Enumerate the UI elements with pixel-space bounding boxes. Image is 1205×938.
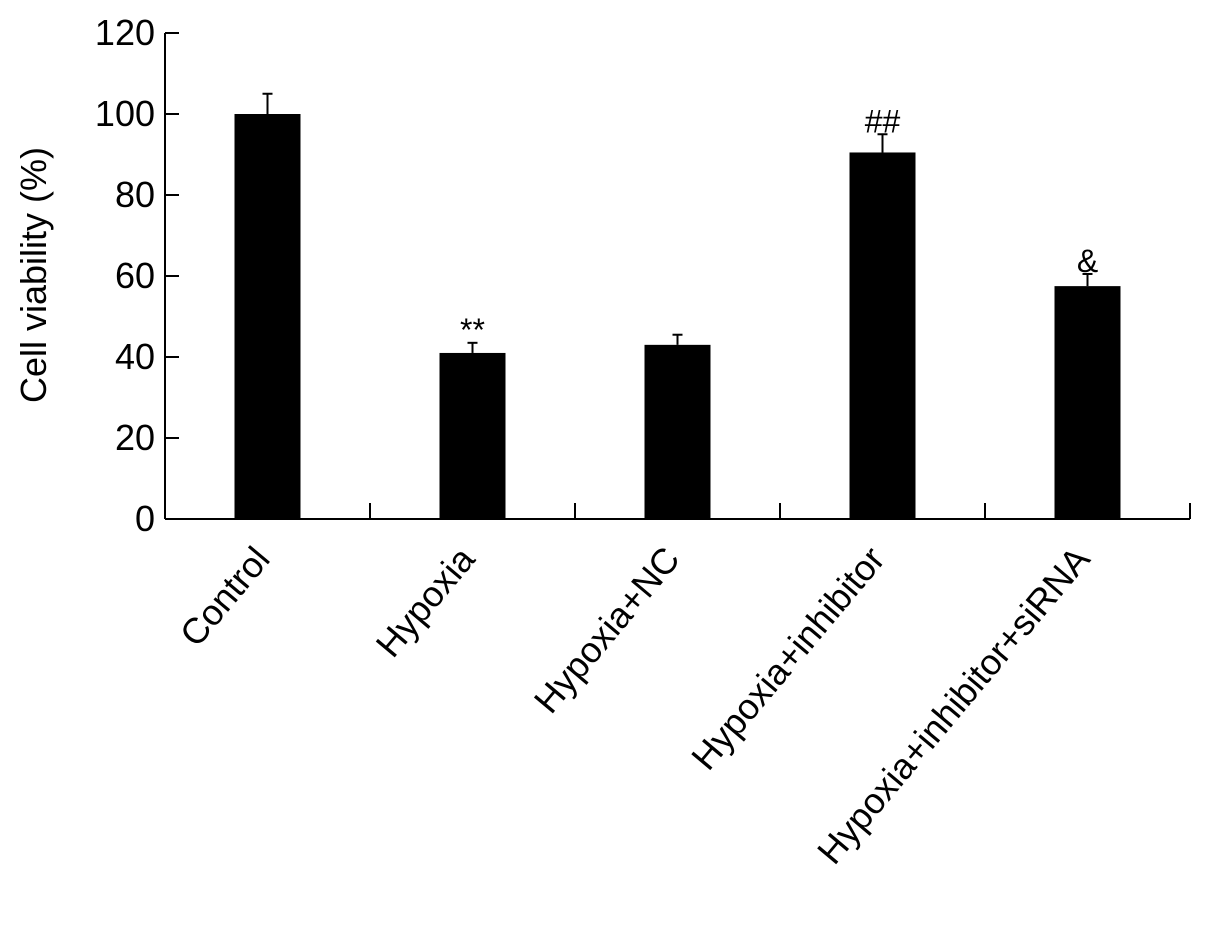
significance-label: & bbox=[1077, 243, 1098, 279]
y-tick-label: 40 bbox=[115, 336, 155, 377]
bars bbox=[234, 114, 1121, 519]
category-labels: Control Hypoxia Hypoxia+NCHypoxia+inhibito… bbox=[172, 538, 1098, 872]
y-tick-label: 120 bbox=[95, 12, 155, 53]
bar bbox=[849, 152, 916, 519]
error-bars bbox=[262, 92, 1093, 353]
y-tick-label: 60 bbox=[115, 255, 155, 296]
bar bbox=[644, 344, 711, 519]
y-axis: 0 20 40 60 80 100 120 bbox=[95, 12, 179, 539]
category-label: Hypoxia bbox=[368, 538, 484, 665]
category-label: Control bbox=[172, 539, 278, 654]
significance-label: ** bbox=[460, 312, 485, 348]
bar bbox=[439, 352, 506, 519]
category-label: Hypoxia+NC bbox=[526, 539, 688, 721]
y-tick-label: 80 bbox=[115, 174, 155, 215]
significance-label: ## bbox=[865, 103, 901, 139]
bar bbox=[1054, 286, 1121, 519]
y-axis-title: Cell viability (%) bbox=[13, 147, 54, 403]
bar bbox=[234, 114, 301, 519]
y-tick-label: 20 bbox=[115, 417, 155, 458]
y-tick-label: 0 bbox=[135, 498, 155, 539]
y-tick-label: 100 bbox=[95, 93, 155, 134]
significance-annotations: ** ## & bbox=[460, 103, 1098, 348]
category-label: Hypoxia+inhibitor bbox=[683, 539, 893, 778]
